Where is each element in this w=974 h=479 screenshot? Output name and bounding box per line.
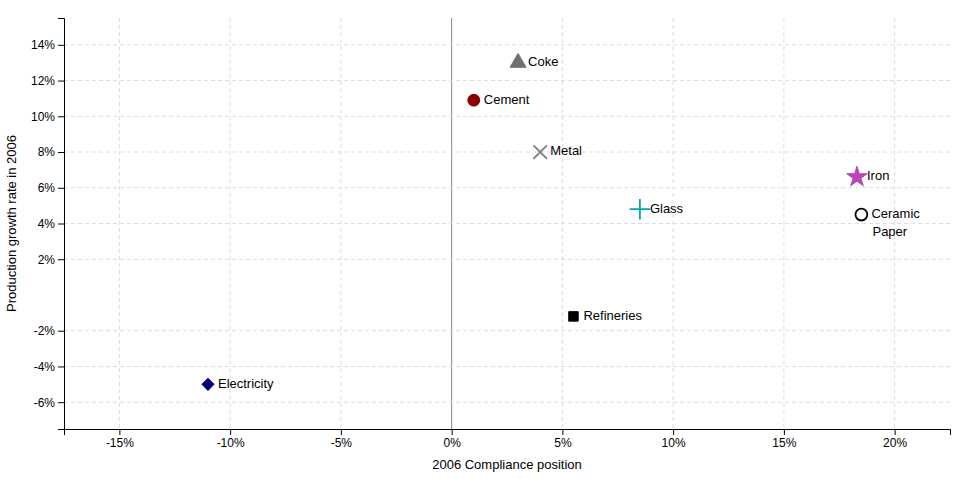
x-tick-label: 5% — [554, 436, 572, 450]
y-tick-mark — [58, 331, 64, 332]
y-tick: 12% — [31, 74, 64, 88]
y-tick-mark — [58, 224, 64, 225]
chart: -15% -10% -5% 0% 5% 10% 15% 20% -6% -4% -2% 2% 4% 6% 8… — [0, 0, 974, 479]
x-tick-mark — [895, 429, 896, 435]
y-tick-mark — [58, 366, 64, 367]
x-tick-mark — [230, 429, 231, 435]
point — [569, 312, 578, 321]
point-label: Cement — [484, 92, 530, 107]
grid-line-x — [119, 18, 120, 429]
y-tick-label: -4% — [34, 360, 56, 374]
y-tick-mark — [58, 188, 64, 189]
points — [202, 53, 867, 390]
x-tick-label: -5% — [331, 436, 353, 450]
x-tick: -15% — [106, 429, 134, 450]
point-label: Electricity — [218, 376, 274, 391]
grid-line-x — [230, 18, 231, 429]
point — [630, 199, 651, 220]
point-label: Metal — [550, 143, 582, 158]
y-tick-label: -2% — [34, 324, 56, 338]
y-tick: 8% — [38, 145, 64, 159]
x-axis-line — [65, 430, 951, 436]
x-tick: 10% — [662, 429, 686, 450]
point-labels: Coke Cement Metal Glass Iron Ceramic Paper Refi… — [218, 54, 920, 391]
y-tick: -6% — [34, 396, 64, 410]
grid-line-y — [64, 116, 950, 117]
grid-line-y — [64, 402, 950, 403]
y-tick-label: 8% — [38, 145, 56, 159]
grid — [64, 18, 950, 429]
y-tick: 10% — [31, 110, 64, 124]
y-tick: -4% — [34, 360, 64, 374]
x-tick: 20% — [883, 429, 907, 450]
point-label: Glass — [650, 201, 684, 216]
grid-line-y — [64, 366, 950, 367]
y-tick-mark — [58, 116, 64, 117]
x-tick-mark — [784, 429, 785, 435]
x-tick: 15% — [772, 429, 796, 450]
grid-line-y — [64, 152, 950, 153]
y-tick-mark — [58, 402, 64, 403]
y-axis-line — [58, 19, 65, 430]
point-label: Refineries — [583, 308, 642, 323]
y-tick-label: -6% — [34, 396, 56, 410]
y-tick: 14% — [31, 38, 64, 52]
x-tick-label: -15% — [106, 436, 134, 450]
grid-line-y — [64, 259, 950, 260]
x-tick: -5% — [331, 429, 353, 450]
y-tick-label: 10% — [31, 110, 55, 124]
y-tick-mark — [58, 152, 64, 153]
grid-line-y — [64, 330, 950, 331]
point — [510, 53, 526, 67]
x-tick-label: 15% — [772, 436, 796, 450]
x-axis-title: 2006 Compliance position — [432, 457, 582, 472]
y-tick-label: 12% — [31, 74, 55, 88]
y-tick-label: 4% — [38, 217, 56, 231]
point-label: Coke — [528, 54, 558, 69]
point — [202, 378, 214, 390]
x-tick-mark — [119, 429, 120, 435]
x-tick-mark — [562, 429, 563, 435]
point-label: Iron — [867, 168, 889, 183]
x-tick: 5% — [554, 429, 572, 450]
x-tick-mark — [673, 429, 674, 435]
x-tick-mark — [452, 429, 453, 435]
x-tick-label: 0% — [443, 436, 461, 450]
y-tick-label: 14% — [31, 38, 55, 52]
grid-line-y — [64, 187, 950, 188]
y-tick: -2% — [34, 324, 64, 338]
y-axis-title: Production growth rate in 2006 — [4, 135, 19, 312]
x-tick: -10% — [217, 429, 245, 450]
point — [855, 209, 867, 221]
y-tick-mark — [58, 81, 64, 82]
point — [847, 166, 867, 185]
x-tick-label: 20% — [883, 436, 907, 450]
x-tick-label: -10% — [217, 436, 245, 450]
y-tick-mark — [58, 45, 64, 46]
y-tick: 4% — [38, 217, 64, 231]
grid-line-x — [783, 18, 784, 429]
x-tick-mark — [341, 429, 342, 435]
grid-line-y — [64, 44, 950, 45]
point-label: Paper — [872, 224, 907, 239]
x-axis: -15% -10% -5% 0% 5% 10% 15% 20% — [65, 429, 951, 450]
point-label: Ceramic — [871, 206, 920, 221]
point — [468, 94, 480, 106]
point — [533, 145, 546, 158]
y-axis: -6% -4% -2% 2% 4% 6% 8% 10% 12% 14% — [31, 19, 65, 430]
x-tick: 0% — [443, 429, 461, 450]
plot: -15% -10% -5% 0% 5% 10% 15% 20% -6% -4% -2% 2% 4% 6% 8… — [31, 18, 951, 450]
y-tick-label: 2% — [38, 253, 56, 267]
grid-line-y — [64, 223, 950, 224]
x-tick-label: 10% — [662, 436, 686, 450]
y-tick-label: 6% — [38, 181, 56, 195]
y-tick: 2% — [38, 253, 64, 267]
grid-line-y — [64, 80, 950, 81]
y-tick: 6% — [38, 181, 64, 195]
y-tick-mark — [58, 259, 64, 260]
